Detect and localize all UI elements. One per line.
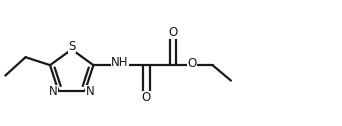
Text: O: O: [168, 26, 177, 39]
Text: N: N: [86, 85, 94, 98]
Text: O: O: [187, 57, 197, 70]
Text: NH: NH: [111, 56, 129, 69]
Text: N: N: [49, 85, 58, 98]
Text: S: S: [68, 40, 75, 53]
Text: O: O: [142, 91, 151, 104]
